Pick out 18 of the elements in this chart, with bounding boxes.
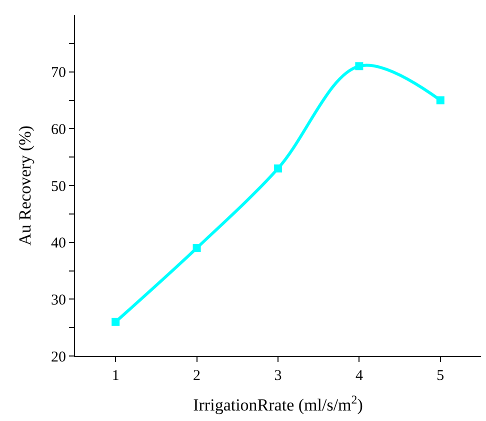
y-tick-label: 40	[51, 236, 66, 252]
y-tick-label: 60	[51, 122, 66, 138]
y-tick-label: 30	[51, 292, 66, 308]
y-axis-title: Au Recovery (%)	[16, 126, 35, 246]
y-tick-label: 20	[51, 349, 66, 366]
point	[274, 164, 282, 172]
point	[112, 318, 120, 326]
x-tick-label: 4	[355, 368, 364, 384]
x-tick-label: 2	[193, 368, 201, 384]
x-tick-label: 3	[274, 368, 282, 384]
x-tick-label: 1	[112, 368, 120, 384]
x-axis-title: IrrigationRrate (ml/s/m$^{2}$)	[193, 392, 363, 414]
point	[436, 96, 444, 104]
y-tick-label: 70	[51, 65, 66, 82]
point	[355, 62, 364, 70]
point	[192, 244, 201, 252]
y-tick-label: 50	[51, 178, 66, 195]
x-tick-label: 5	[436, 368, 444, 384]
